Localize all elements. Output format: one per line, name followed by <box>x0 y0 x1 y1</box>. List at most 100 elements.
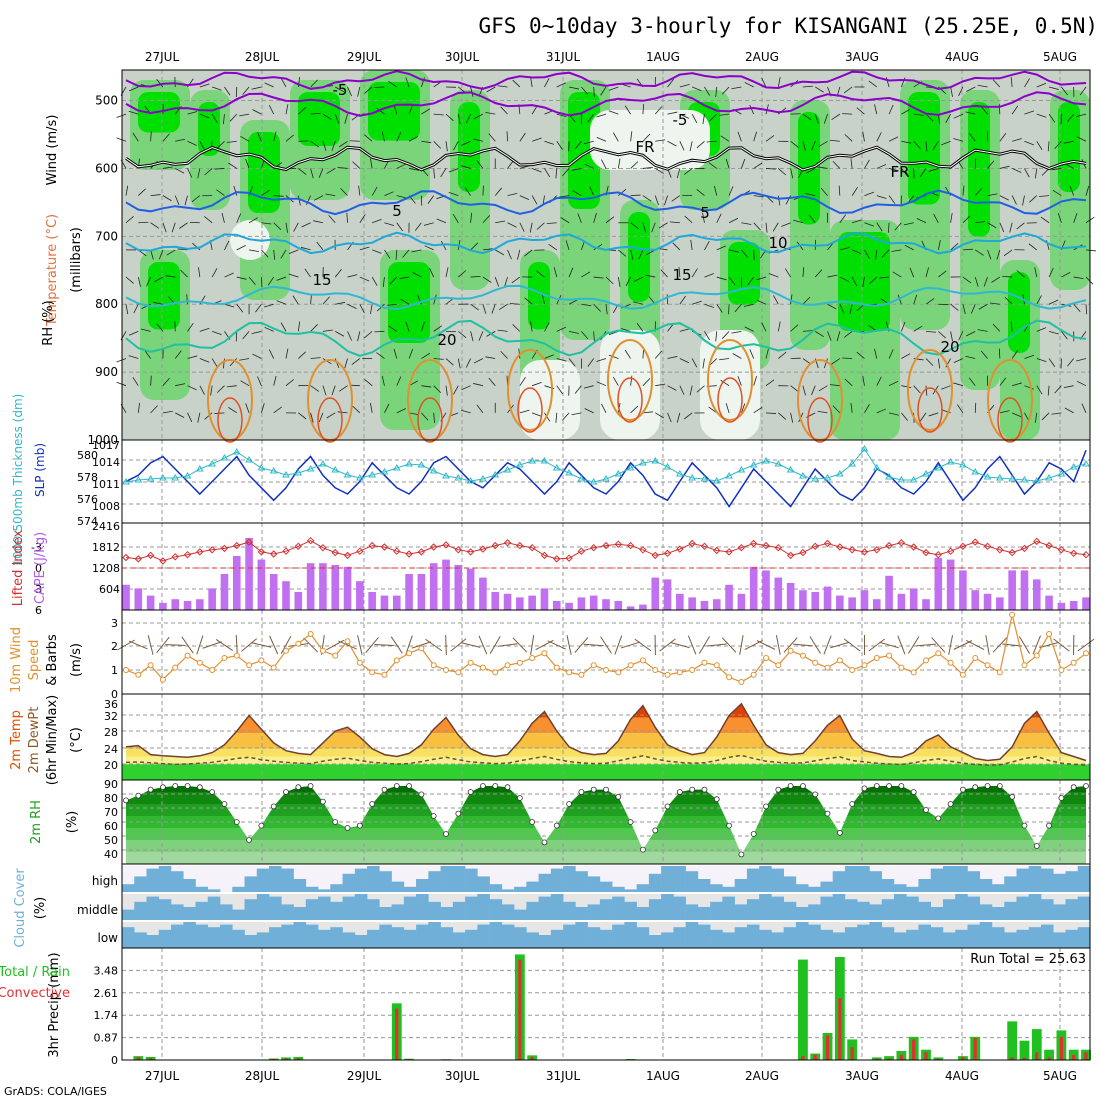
cape-bar <box>343 566 352 610</box>
li-marker <box>676 545 684 553</box>
wind-barb <box>285 104 289 115</box>
wind-barb <box>162 377 170 386</box>
wind-barb <box>600 636 612 654</box>
cloud-cell <box>1065 929 1079 948</box>
wind-barb <box>346 212 348 223</box>
wind-barb <box>966 86 976 92</box>
wind-barb <box>630 131 633 142</box>
wind-speed-marker <box>726 674 733 681</box>
cloud-cell <box>599 899 613 920</box>
wind-barb <box>999 222 1005 233</box>
wind-barb <box>486 86 496 93</box>
wind-barb <box>868 638 886 652</box>
wind-barb <box>340 188 348 196</box>
wind-speed-marker <box>849 667 856 673</box>
thickness-marker <box>589 478 598 485</box>
rh-marker <box>972 784 979 791</box>
wind-barb <box>482 248 493 251</box>
wind-barb <box>322 141 327 151</box>
rh-high-patch <box>568 92 600 209</box>
rh-band <box>126 804 1086 816</box>
cloud-cell <box>538 896 552 920</box>
wind-barb <box>966 331 976 337</box>
wind-barb <box>778 412 787 420</box>
wind-barb <box>322 385 327 396</box>
wind-barb <box>359 304 365 314</box>
top-date-label: 27JUL <box>145 50 180 64</box>
wind-barb <box>568 358 576 367</box>
wind-barb <box>517 249 521 260</box>
wind-barb <box>524 297 533 305</box>
wind-barb <box>229 113 238 122</box>
wind-barb <box>150 375 152 386</box>
thickness-marker <box>959 461 967 468</box>
wind-barb <box>630 405 639 414</box>
cloud-cell <box>808 886 821 892</box>
wind-barb <box>489 636 501 654</box>
wind-barb <box>1016 270 1025 278</box>
wind-barb <box>655 412 665 419</box>
wind-barb <box>1085 276 1094 285</box>
bottom-date-label: 1AUG <box>646 1069 680 1083</box>
thickness-marker <box>934 464 943 471</box>
wind-barb <box>684 215 693 224</box>
wind-barb <box>347 274 358 278</box>
wind-barb <box>778 168 787 176</box>
wind-barb <box>248 217 258 224</box>
wind-barb <box>728 217 739 224</box>
wind-barb <box>316 241 324 251</box>
wind-barb <box>199 327 210 332</box>
wind-speed-marker <box>959 671 966 678</box>
thickness-marker <box>442 472 450 479</box>
cape-bar <box>356 581 364 610</box>
cloud-cell <box>746 924 760 948</box>
li-marker <box>786 551 795 560</box>
wind-barb <box>421 352 431 359</box>
cloud-cell <box>1004 901 1017 920</box>
wind-speed-marker <box>603 667 609 673</box>
cloud-cell <box>624 901 637 920</box>
cloud-cell <box>771 932 784 948</box>
wind-barb <box>371 186 378 196</box>
wind-barb <box>473 383 484 387</box>
wind-barb <box>389 276 398 285</box>
rh-low-patch <box>520 360 580 440</box>
wind-barb <box>396 195 407 199</box>
wind-barb <box>529 222 533 233</box>
wind-barb <box>530 77 533 88</box>
wind-barb <box>530 635 535 655</box>
cloud-cell <box>918 924 932 948</box>
cloud-cell <box>195 886 209 892</box>
wind-barb <box>547 640 567 650</box>
cloud-cell <box>489 899 503 920</box>
precip-conv-bar <box>936 1058 940 1060</box>
cloud-cell <box>1065 899 1079 920</box>
wind-barb <box>476 160 484 169</box>
wind-barb <box>370 402 373 413</box>
thickness-marker <box>429 467 438 474</box>
cloud-cell <box>122 884 135 892</box>
wind-speed-marker <box>763 655 769 661</box>
wind-barb <box>334 358 340 369</box>
wind-barb <box>706 140 717 143</box>
wind-barb <box>630 249 634 260</box>
cloud-cell <box>893 932 907 948</box>
wind-barb <box>777 195 781 206</box>
wind-barb <box>497 643 518 647</box>
wind-barb <box>684 168 693 175</box>
thickness-marker <box>257 464 266 471</box>
wind-barb <box>584 408 594 414</box>
li-marker <box>1008 548 1016 557</box>
wind-barb <box>216 189 225 196</box>
wind-barb <box>276 276 287 281</box>
wind-barb <box>448 191 459 196</box>
wind-barb <box>174 195 180 206</box>
temp-ylabel-c: (6hr Min/Max) <box>45 695 60 785</box>
wind-barb <box>775 635 781 655</box>
rh-marker <box>996 783 1003 789</box>
cape-bar <box>1008 570 1016 610</box>
cloud-cell <box>195 924 209 948</box>
wind-barb <box>344 114 348 124</box>
wind-barb <box>667 412 672 423</box>
wind-barb <box>248 276 256 285</box>
